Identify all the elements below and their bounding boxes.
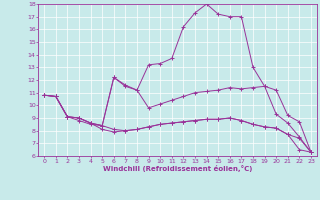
X-axis label: Windchill (Refroidissement éolien,°C): Windchill (Refroidissement éolien,°C): [103, 165, 252, 172]
